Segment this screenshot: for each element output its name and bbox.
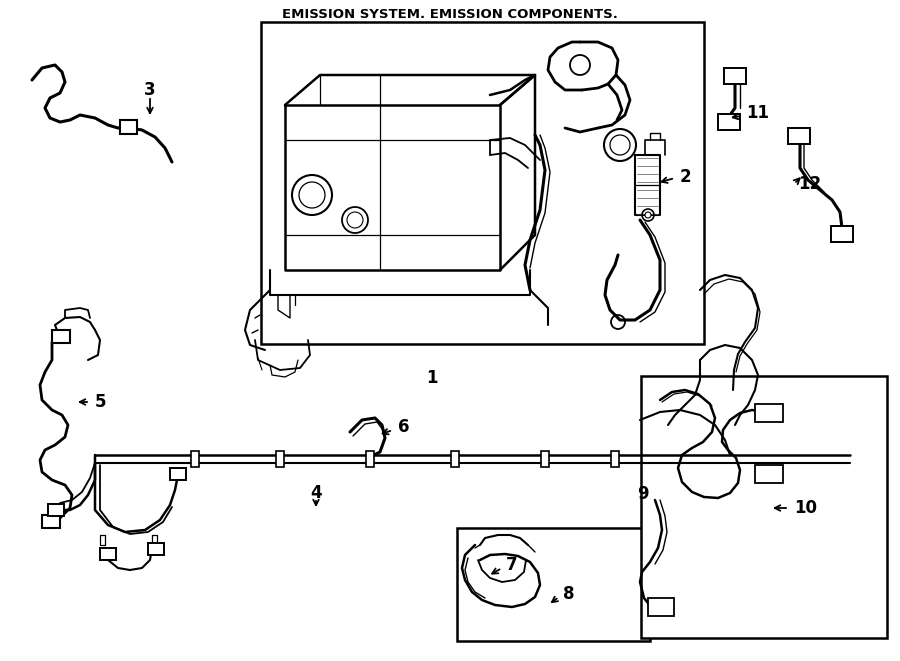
Text: 4: 4 [310,484,322,502]
Text: 7: 7 [506,556,518,574]
Bar [718,114,740,130]
Bar [261,22,704,344]
Bar [755,404,783,422]
Bar [831,226,853,242]
Text: 5: 5 [95,393,106,411]
Bar [120,120,137,134]
Bar [541,451,549,467]
Bar [48,504,64,516]
Text: EMISSION SYSTEM. EMISSION COMPONENTS.: EMISSION SYSTEM. EMISSION COMPONENTS. [282,8,618,21]
Bar [170,468,186,480]
Bar [191,451,199,467]
Text: 9: 9 [637,485,649,503]
Bar [276,451,284,467]
Bar [641,376,887,638]
Text: 3: 3 [144,81,156,99]
Bar [366,451,374,467]
Text: 12: 12 [798,175,821,193]
Bar [457,528,650,641]
Bar [724,68,746,84]
Text: 1: 1 [427,369,437,387]
Text: 2: 2 [680,168,691,186]
Bar [42,515,60,528]
Bar [451,451,459,467]
Bar [148,543,164,555]
Bar [788,128,810,144]
Bar [755,465,783,483]
Bar [648,598,674,616]
Bar [52,330,70,343]
Text: 11: 11 [746,104,769,122]
Text: 10: 10 [794,499,817,517]
Text: 8: 8 [563,585,574,603]
Circle shape [645,212,651,218]
Text: 6: 6 [398,418,410,436]
Bar [611,451,619,467]
Bar [100,548,116,560]
